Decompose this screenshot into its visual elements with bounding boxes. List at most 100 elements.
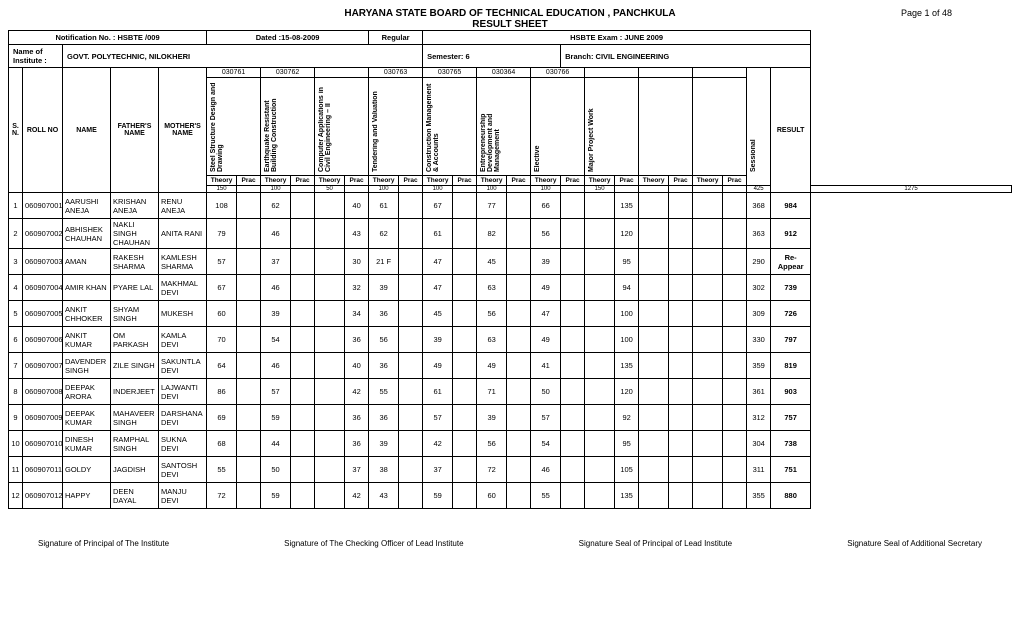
max-th: 150 [585,186,615,193]
cell-mark: 43 [369,483,399,509]
subj-name-0: Steel Structure Design and Drawing [207,78,261,176]
max-th: 100 [423,186,453,193]
cell-mark: 77 [477,193,507,219]
semester: Semester: 6 [423,45,561,68]
cell-mark: 86 [207,379,237,405]
cell-result: Re-Appear [771,249,811,275]
max-th: 50 [315,186,345,193]
cell-mark [639,327,669,353]
cell-result: 880 [771,483,811,509]
theory-header: Theory [315,176,345,186]
cell-roll: 060907005 [23,301,63,327]
cell-sessional: 363 [747,219,771,249]
cell-mark: 95 [615,249,639,275]
cell-mark [693,327,723,353]
cell-mother: RENU ANEJA [159,193,207,219]
cell-result: 797 [771,327,811,353]
cell-sn: 1 [9,193,23,219]
cell-mark [693,275,723,301]
cell-mark [507,193,531,219]
cell-mark [291,301,315,327]
cell-roll: 060907009 [23,405,63,431]
table-row: 9060907009DEEPAK KUMARMAHAVEER SINGHDARS… [9,405,1012,431]
cell-mark [399,405,423,431]
cell-name: ANKIT KUMAR [63,327,111,353]
cell-sessional: 359 [747,353,771,379]
cell-mark: 94 [615,275,639,301]
subj-name-2: Computer Applications in Civil Engineeri… [315,78,369,176]
cell-mark: 42 [345,379,369,405]
cell-mark: 46 [531,457,561,483]
cell-mark [585,483,615,509]
institute-label: Name of Institute : [9,45,63,68]
cell-sessional: 290 [747,249,771,275]
cell-mark [561,353,585,379]
cell-mother: KAMLESH SHARMA [159,249,207,275]
cell-mark: 56 [477,301,507,327]
cell-mark: 34 [345,301,369,327]
exam: HSBTE Exam : JUNE 2009 [423,31,811,45]
max-th [693,186,723,193]
cell-mark: 36 [369,405,399,431]
col-result: RESULT [771,68,811,193]
cell-name: DINESH KUMAR [63,431,111,457]
prac-header: Prac [723,176,747,186]
cell-mark: 32 [345,275,369,301]
col-father: FATHER'S NAME [111,68,159,193]
cell-roll: 060907008 [23,379,63,405]
cell-mark [669,353,693,379]
subj-name-5: Entrepreneurship Development and Managem… [477,78,531,176]
cell-mark [723,275,747,301]
max-pr [507,186,531,193]
cell-mark: 36 [345,405,369,431]
cell-sn: 9 [9,405,23,431]
cell-mark [291,219,315,249]
cell-mark [639,275,669,301]
cell-father: RAKESH SHARMA [111,249,159,275]
cell-sn: 10 [9,431,23,457]
cell-mark: 36 [369,353,399,379]
cell-mark: 108 [207,193,237,219]
cell-mark: 60 [207,301,237,327]
cell-mark: 92 [615,405,639,431]
cell-mark [507,327,531,353]
cell-mark: 39 [477,405,507,431]
subj-name-6: Elective [531,78,585,176]
cell-mark [561,379,585,405]
cell-mark [639,193,669,219]
cell-mark [669,275,693,301]
cell-result: 903 [771,379,811,405]
cell-mark: 79 [207,219,237,249]
cell-mark [399,457,423,483]
cell-mark [693,249,723,275]
cell-mark [399,327,423,353]
cell-mark [237,301,261,327]
cell-mark: 45 [477,249,507,275]
cell-mark: 56 [477,431,507,457]
cell-mark: 47 [423,275,453,301]
dated: Dated :15-08-2009 [207,31,369,45]
cell-mark [237,457,261,483]
cell-mark [399,275,423,301]
cell-mark: 42 [345,483,369,509]
cell-mark [585,193,615,219]
cell-father: NAKLI SINGH CHAUHAN [111,219,159,249]
cell-mark [315,483,345,509]
cell-father: KRISHAN ANEJA [111,193,159,219]
cell-result: 912 [771,219,811,249]
cell-name: DEEPAK KUMAR [63,405,111,431]
cell-sn: 2 [9,219,23,249]
cell-mark: 44 [261,431,291,457]
theory-header: Theory [693,176,723,186]
cell-mark [399,219,423,249]
cell-mark [639,249,669,275]
cell-mark [669,457,693,483]
cell-mark [561,275,585,301]
cell-mark [291,379,315,405]
cell-mark: 49 [423,353,453,379]
cell-father: INDERJEET [111,379,159,405]
cell-mark [639,301,669,327]
cell-mark [585,405,615,431]
cell-mark [291,405,315,431]
cell-mark: 61 [423,379,453,405]
